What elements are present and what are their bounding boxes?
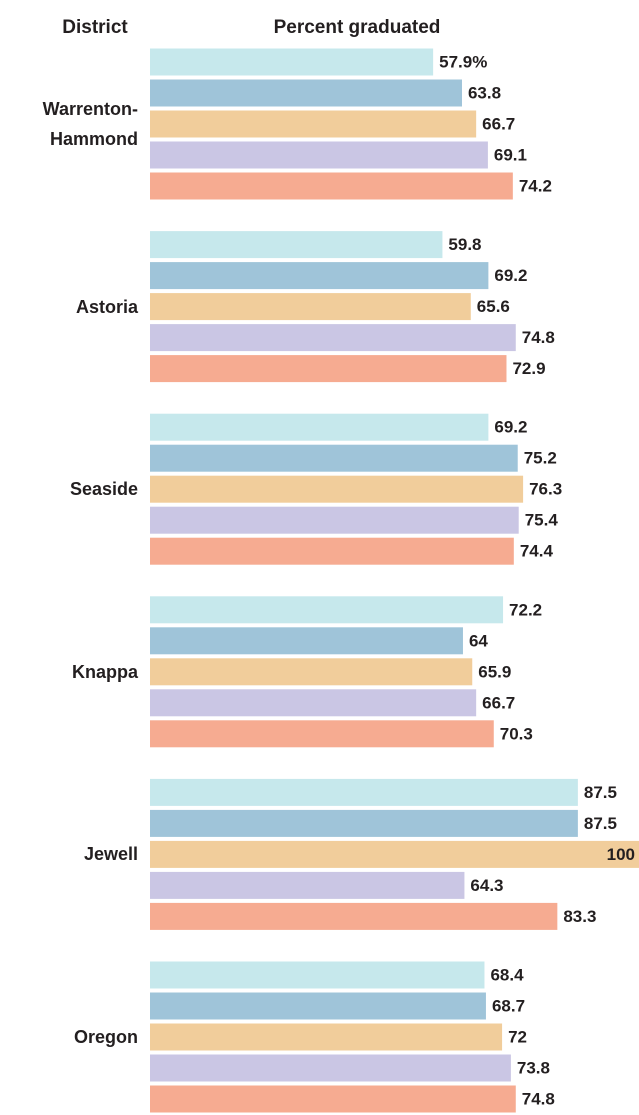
bar [150,961,485,989]
value-label: 69.1 [494,145,527,164]
bar [150,627,463,655]
bar [150,809,578,837]
value-label: 68.4 [490,965,524,984]
value-label: 83.3 [563,907,596,926]
bar [150,79,462,107]
value-label: 74.8 [522,328,555,347]
value-label: 68.7 [492,996,525,1015]
value-label: 69.2 [494,266,527,285]
x-axis-title: Percent graduated [274,17,441,38]
category-label: Warrenton- Hammond [42,99,138,149]
value-label: 76.3 [529,480,562,499]
bar [150,231,443,259]
value-label: 75.2 [524,449,557,468]
bar [150,992,486,1020]
value-label: 74.2 [519,176,552,195]
value-label: 63.8 [468,83,501,102]
value-label: 72.9 [512,359,545,378]
value-label: 74.8 [522,1089,555,1108]
bar [150,141,488,169]
bar [150,720,494,748]
bar [150,110,477,138]
bar [150,293,471,321]
bar [150,475,524,503]
value-label: 65.6 [477,297,510,316]
bar [150,1085,516,1113]
value-label: 59.8 [448,235,481,254]
value-label: 73.8 [517,1058,550,1077]
bar [150,902,558,930]
bar [150,658,473,686]
category-label: Seaside [69,479,138,500]
category-label: Knappa [71,661,138,682]
bar [150,262,489,290]
bar [150,689,477,717]
value-label: 69.2 [494,418,527,437]
bar [150,778,578,806]
bar [150,596,504,624]
category-label: Jewell [83,844,138,865]
y-axis-title: District [62,17,128,38]
bar [150,1054,511,1082]
bar [150,1023,503,1051]
bar [150,537,514,565]
value-label: 66.7 [482,693,515,712]
bar [150,871,465,899]
value-label: 75.4 [525,511,559,530]
value-label: 65.9 [478,662,511,681]
value-label: 100 [607,845,635,864]
bar [150,355,507,383]
value-label: 74.4 [520,542,554,561]
value-label: 57.9% [439,52,487,71]
value-label: 70.3 [500,724,533,743]
value-label: 87.5 [584,783,617,802]
bar [150,413,489,441]
value-label: 64.3 [470,876,503,895]
value-label: 87.5 [584,814,617,833]
bar [150,840,639,868]
bar [150,48,434,76]
value-label: 64 [469,631,488,650]
bar [150,172,513,200]
category-label: Astoria [75,296,138,317]
bar [150,324,516,352]
bar [150,444,518,472]
bar [150,506,519,534]
category-label: Oregon [73,1027,138,1047]
value-label: 72 [508,1027,527,1046]
value-label: 66.7 [482,114,515,133]
value-label: 72.2 [509,600,542,619]
